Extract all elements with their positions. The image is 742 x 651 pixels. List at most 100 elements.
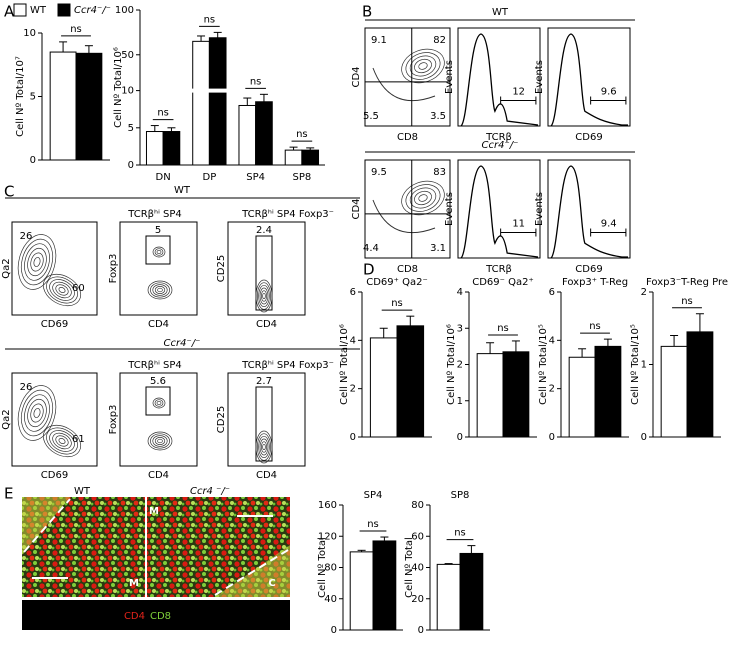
y-tick-label: 80 bbox=[411, 500, 424, 511]
y-tick-label: 80 bbox=[324, 563, 337, 574]
y-tick-label: 2 bbox=[457, 360, 463, 371]
y-tick-label: 40 bbox=[324, 594, 337, 605]
bar bbox=[476, 353, 504, 438]
contour bbox=[33, 408, 41, 418]
region-label: C bbox=[268, 578, 275, 589]
x-tick-label: SP4 bbox=[246, 172, 265, 183]
x-axis-label: TCRβ bbox=[485, 264, 512, 275]
y-tick-label: 10 bbox=[121, 86, 134, 97]
region-label: M bbox=[129, 578, 139, 589]
y-tick-label: 2 bbox=[350, 384, 356, 395]
contour bbox=[150, 282, 170, 298]
ns-label: ns bbox=[681, 296, 693, 307]
bar bbox=[568, 356, 596, 438]
contour bbox=[55, 284, 69, 296]
stain-bar bbox=[22, 600, 290, 630]
y-axis-label: CD4 bbox=[351, 66, 362, 87]
y-axis-label: Events bbox=[534, 192, 545, 226]
x-axis-label: CD69 bbox=[41, 319, 68, 330]
gate-value: 12 bbox=[512, 87, 525, 98]
contour bbox=[33, 257, 41, 267]
ns-label: ns bbox=[204, 14, 216, 25]
bar bbox=[255, 101, 273, 166]
contour bbox=[24, 243, 50, 281]
chart-title: Foxp3⁻T-Reg Pre bbox=[646, 277, 728, 288]
contour bbox=[256, 433, 272, 461]
contour bbox=[409, 55, 437, 77]
y-tick-label: 160 bbox=[318, 500, 337, 511]
y-axis-label: CD4 bbox=[351, 198, 362, 219]
contour bbox=[255, 279, 273, 313]
quadrant-value: 9.1 bbox=[371, 35, 387, 46]
panel-label: D bbox=[363, 261, 375, 279]
contour bbox=[20, 389, 54, 437]
y-tick-label: 0 bbox=[350, 432, 356, 443]
gate-box bbox=[255, 386, 273, 462]
ns-label: ns bbox=[296, 129, 308, 140]
contour bbox=[259, 287, 269, 305]
y-tick-label: 3 bbox=[457, 323, 463, 334]
y-tick-label: 4 bbox=[350, 335, 356, 346]
y-axis-label: Foxp3 bbox=[108, 405, 119, 435]
plot-frame bbox=[364, 159, 451, 259]
chart-title: CD69⁻ Qa2⁺ bbox=[472, 277, 534, 288]
gate-value: 26 bbox=[20, 231, 33, 242]
micrograph-title: Ccr4 ⁻/⁻ bbox=[190, 486, 230, 497]
y-tick-label: 0 bbox=[641, 432, 647, 443]
contour bbox=[42, 273, 82, 307]
panel-label: C bbox=[4, 183, 14, 201]
bar bbox=[502, 351, 530, 438]
gate-value: 61 bbox=[72, 434, 85, 445]
gate-box bbox=[145, 386, 171, 416]
y-axis-label: Foxp3 bbox=[108, 254, 119, 284]
ns-label: ns bbox=[70, 24, 82, 35]
plot-frame bbox=[227, 372, 306, 467]
quadrant-value: 83 bbox=[433, 167, 446, 178]
contour bbox=[154, 437, 166, 445]
contour bbox=[42, 424, 82, 458]
contour bbox=[154, 286, 166, 294]
y-tick-label: 40 bbox=[411, 563, 424, 574]
y-axis-label: Cell Nº Total/10⁶ bbox=[446, 324, 457, 405]
x-axis-label: CD4 bbox=[148, 470, 169, 481]
y-tick-label: 0 bbox=[418, 625, 424, 636]
contour bbox=[49, 279, 75, 301]
gate-box bbox=[145, 235, 171, 265]
contour bbox=[259, 438, 269, 456]
contour bbox=[157, 287, 163, 293]
x-axis-label: TCRβ bbox=[485, 132, 512, 143]
gate-value: 60 bbox=[72, 283, 85, 294]
contour bbox=[260, 290, 268, 302]
contour bbox=[154, 399, 164, 407]
legend-swatch bbox=[57, 3, 71, 17]
x-axis-label: CD69 bbox=[41, 470, 68, 481]
chart-title: SP4 bbox=[364, 490, 383, 501]
plot-frame bbox=[547, 27, 631, 127]
axis-break-gap bbox=[236, 88, 275, 93]
bar bbox=[660, 345, 688, 438]
y-axis-label: Cell Nº Total/10⁷ bbox=[15, 56, 26, 137]
contour bbox=[147, 431, 173, 451]
panel-label: B bbox=[362, 3, 372, 21]
quadrant-value: 9.5 bbox=[371, 167, 387, 178]
x-axis-label: CD8 bbox=[397, 132, 418, 143]
plot-frame bbox=[364, 27, 451, 127]
contour bbox=[401, 48, 445, 84]
region-label: M bbox=[149, 506, 159, 517]
gate-header: TCRβʰⁱ SP4 Foxp3⁻ bbox=[241, 209, 334, 220]
dp-contour bbox=[372, 67, 436, 102]
x-tick-label: DN bbox=[156, 172, 171, 183]
y-axis-label: CD25 bbox=[216, 406, 227, 433]
histogram bbox=[460, 33, 539, 127]
group-title: Ccr4⁻/⁻ bbox=[482, 140, 519, 151]
contour bbox=[156, 400, 162, 406]
bar bbox=[49, 51, 77, 161]
ns-label: ns bbox=[497, 323, 509, 334]
bar bbox=[369, 337, 398, 438]
bar bbox=[372, 540, 397, 631]
legend-swatch bbox=[13, 3, 27, 17]
stain-label: CD8 bbox=[150, 611, 171, 622]
contour bbox=[52, 281, 72, 299]
gate-value: 9.4 bbox=[601, 219, 617, 230]
cm-boundary bbox=[23, 498, 71, 553]
